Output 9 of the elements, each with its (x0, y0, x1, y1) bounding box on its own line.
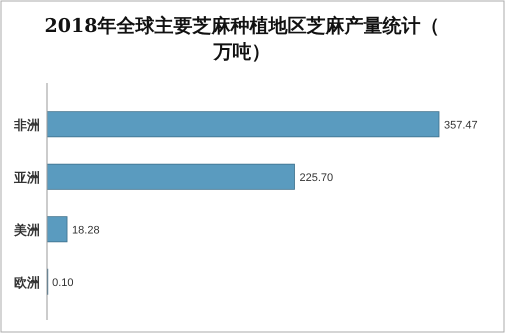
y-tick-label: 非洲 (13, 118, 40, 134)
data-label: 357.47 (444, 119, 478, 132)
y-tick-label: 美洲 (13, 222, 40, 238)
y-tick-label: 欧洲 (14, 276, 40, 291)
y-tick-label: 亚洲 (13, 170, 40, 186)
data-label: 0.10 (52, 276, 74, 289)
data-label: 18.28 (72, 224, 100, 236)
data-label: 225.70 (300, 172, 334, 184)
chart-title: 2018年全球主要芝麻种植地区芝麻产量统计（万吨） (44, 15, 440, 63)
